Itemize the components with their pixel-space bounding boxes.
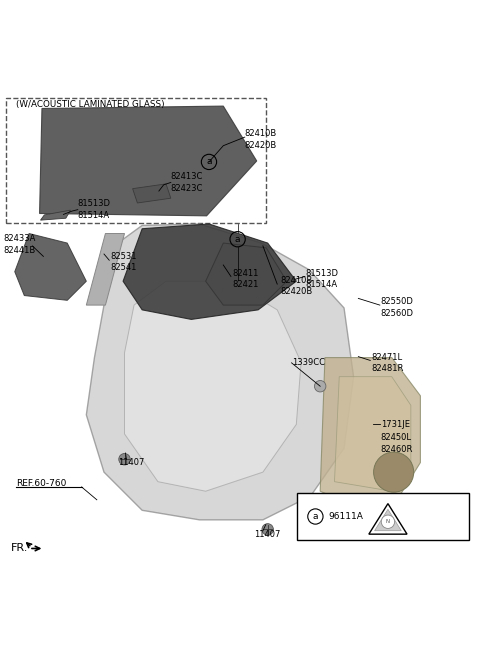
Polygon shape	[132, 184, 171, 203]
Text: 11407: 11407	[254, 530, 281, 539]
Text: FR.: FR.	[11, 543, 28, 554]
Polygon shape	[86, 224, 354, 520]
Text: 82450L
82460R: 82450L 82460R	[381, 434, 413, 453]
Text: (W/ACOUSTIC LAMINATED GLASS): (W/ACOUSTIC LAMINATED GLASS)	[16, 100, 164, 110]
Text: 82531
82541: 82531 82541	[110, 252, 137, 272]
Circle shape	[119, 453, 130, 465]
Polygon shape	[123, 224, 296, 319]
Polygon shape	[369, 504, 407, 534]
Text: 82433A
82441B: 82433A 82441B	[4, 234, 36, 255]
Text: REF.60-760: REF.60-760	[16, 479, 66, 487]
Text: 81513D
81514A: 81513D 81514A	[78, 199, 111, 220]
Text: N: N	[386, 520, 390, 524]
Polygon shape	[205, 243, 287, 305]
Polygon shape	[15, 234, 86, 300]
FancyBboxPatch shape	[6, 98, 266, 223]
Circle shape	[314, 380, 326, 392]
Text: 82410B
82420B: 82410B 82420B	[281, 276, 313, 296]
Text: 82411
82421: 82411 82421	[232, 269, 258, 289]
Polygon shape	[124, 281, 301, 491]
Polygon shape	[374, 509, 401, 531]
Text: 82550D
82560D: 82550D 82560D	[381, 297, 414, 318]
Text: a: a	[206, 157, 212, 167]
Text: 82413C
82423C: 82413C 82423C	[171, 172, 203, 193]
Text: a: a	[312, 512, 318, 521]
Text: 1731JE: 1731JE	[381, 420, 410, 429]
Text: 81513D
81514A: 81513D 81514A	[306, 269, 339, 289]
Polygon shape	[335, 377, 411, 491]
Circle shape	[381, 515, 395, 529]
Text: 96111A: 96111A	[328, 512, 363, 521]
Text: a: a	[235, 235, 240, 244]
Text: 82410B
82420B: 82410B 82420B	[245, 129, 277, 150]
Polygon shape	[40, 210, 71, 220]
Text: 11407: 11407	[118, 458, 144, 467]
Text: 1339CC: 1339CC	[292, 358, 325, 367]
Circle shape	[262, 523, 274, 535]
FancyBboxPatch shape	[297, 493, 469, 541]
Text: 82471L
82481R: 82471L 82481R	[371, 353, 404, 373]
Polygon shape	[39, 106, 257, 216]
Circle shape	[373, 452, 414, 492]
Polygon shape	[320, 358, 420, 510]
Polygon shape	[86, 234, 124, 305]
